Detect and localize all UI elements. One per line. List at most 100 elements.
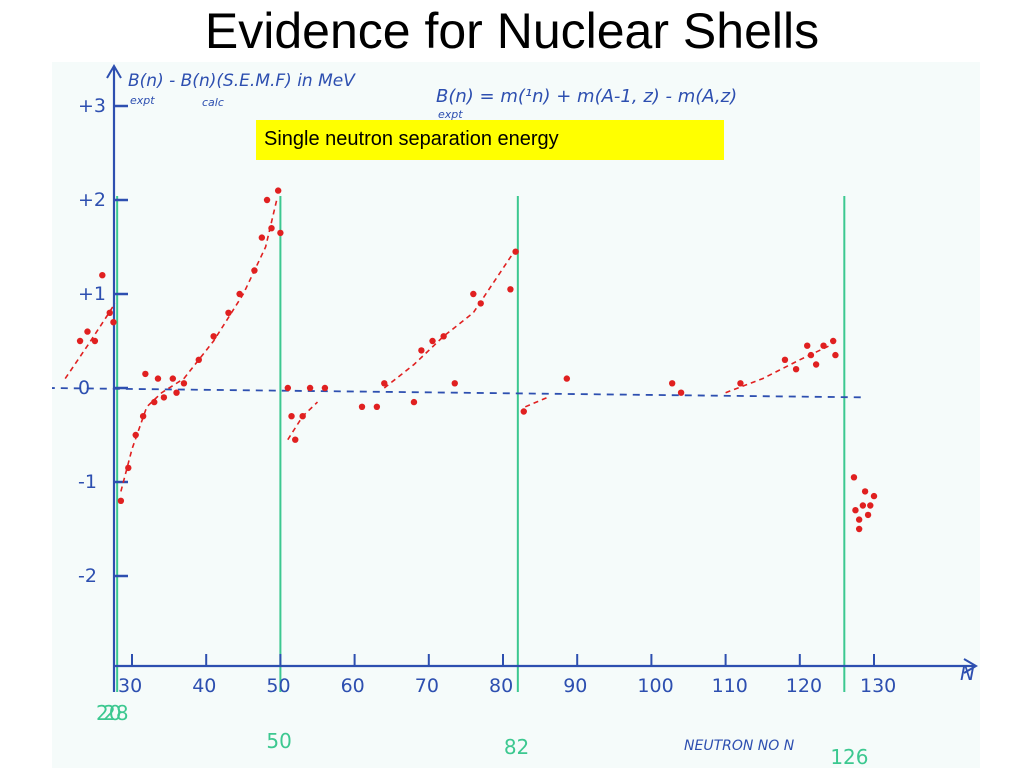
trend-line [725, 344, 830, 394]
y-tick-label: -1 [78, 471, 97, 493]
data-point [132, 431, 139, 439]
data-point [507, 286, 514, 293]
data-point [180, 380, 188, 387]
x-tick-label: 40 [192, 675, 216, 697]
data-point [820, 342, 827, 349]
data-point [236, 290, 243, 298]
x-tick-label: 90 [563, 675, 587, 697]
trend-line [287, 401, 319, 441]
data-point [321, 384, 329, 392]
data-point [110, 319, 117, 326]
data-point [781, 356, 789, 363]
y-axis-label-sub-calc: calc [202, 96, 224, 109]
x-axis-letter: N [960, 661, 975, 685]
data-point [169, 375, 177, 382]
x-tick-label: 100 [637, 675, 673, 697]
formula-sub-expt: expt [438, 108, 463, 121]
data-point [470, 290, 477, 298]
data-point [867, 502, 874, 509]
data-point [829, 337, 837, 345]
data-point [512, 248, 519, 255]
data-point [855, 525, 863, 533]
x-tick-label: 130 [860, 675, 896, 697]
y-tick-label: +1 [78, 283, 106, 305]
data-point [668, 380, 676, 387]
data-point [804, 342, 811, 349]
data-point [284, 384, 292, 392]
magic-number-label-28: 28 [103, 701, 128, 725]
data-point [268, 225, 275, 232]
slide-title: Evidence for Nuclear Shells [204, 3, 820, 59]
magic-number-label-20: 20 [96, 701, 121, 725]
data-point [373, 403, 381, 410]
data-point [737, 380, 744, 387]
data-point [306, 384, 314, 392]
x-tick-label: 60 [341, 675, 365, 697]
data-point [429, 337, 436, 345]
magic-number-label-82: 82 [504, 735, 529, 759]
data-point [125, 464, 132, 472]
data-point [154, 375, 162, 382]
data-point [870, 492, 878, 500]
y-tick-label: +3 [78, 95, 106, 117]
magic-number-label-50: 50 [266, 729, 291, 753]
data-point [225, 309, 232, 316]
data-point [477, 300, 484, 307]
data-point [274, 187, 282, 194]
y-axis-arrow [106, 64, 122, 79]
x-tick-label: 80 [489, 675, 513, 697]
data-point [91, 337, 99, 345]
data-point [84, 328, 91, 335]
y-tick-label: 0 [78, 377, 90, 399]
data-point [292, 436, 299, 443]
data-point [258, 234, 266, 241]
data-point [139, 413, 147, 420]
y-axis-label-sub-expt: expt [130, 94, 155, 107]
data-point [358, 403, 366, 410]
data-point [864, 511, 872, 519]
data-point [812, 361, 820, 368]
data-point [440, 333, 447, 340]
trend-line [183, 199, 278, 380]
y-tick-label: +2 [78, 189, 106, 211]
data-point [852, 507, 859, 514]
x-tick-label: 70 [415, 675, 439, 697]
data-point [106, 309, 113, 316]
data-point [410, 398, 418, 406]
data-point [210, 333, 217, 340]
x-tick-label: 110 [712, 675, 748, 697]
data-point [381, 380, 388, 387]
data-point [160, 394, 168, 401]
neutron-separation-chart: +3 +2 +1 0 -1 -2 30 40 50 60 70 80 90 100 110 120 130 20… [52, 64, 978, 768]
formula: B(n) = m(¹n) + m(A-1, z) - m(A,z) [436, 86, 737, 107]
x-tick-label: 30 [118, 675, 142, 697]
data-point [451, 380, 458, 387]
data-point [859, 502, 867, 509]
data-point [850, 474, 858, 481]
data-point [288, 413, 295, 420]
data-point [263, 196, 271, 204]
magic-number-label-126: 126 [830, 745, 868, 768]
x-axis-label: NEUTRON NO N [684, 738, 795, 754]
data-point [99, 272, 106, 279]
x-axis-arrow [963, 658, 978, 674]
data-point [142, 370, 149, 378]
data-point [277, 229, 284, 237]
trend-line [120, 377, 185, 492]
data-point [520, 408, 527, 415]
data-point [855, 516, 863, 523]
data-point [173, 389, 180, 396]
data-point [677, 389, 685, 396]
caption-box: Single neutron separation energy [256, 120, 724, 160]
y-tick-label: -2 [78, 565, 97, 587]
data-point [792, 366, 800, 373]
data-point [251, 267, 258, 274]
data-point [76, 337, 84, 345]
zero-baseline [52, 387, 867, 399]
data-point [861, 488, 869, 495]
x-tick-label: 120 [786, 675, 822, 697]
data-point [832, 351, 839, 359]
data-point [117, 497, 125, 504]
data-point [418, 347, 425, 354]
data-point [807, 351, 815, 359]
